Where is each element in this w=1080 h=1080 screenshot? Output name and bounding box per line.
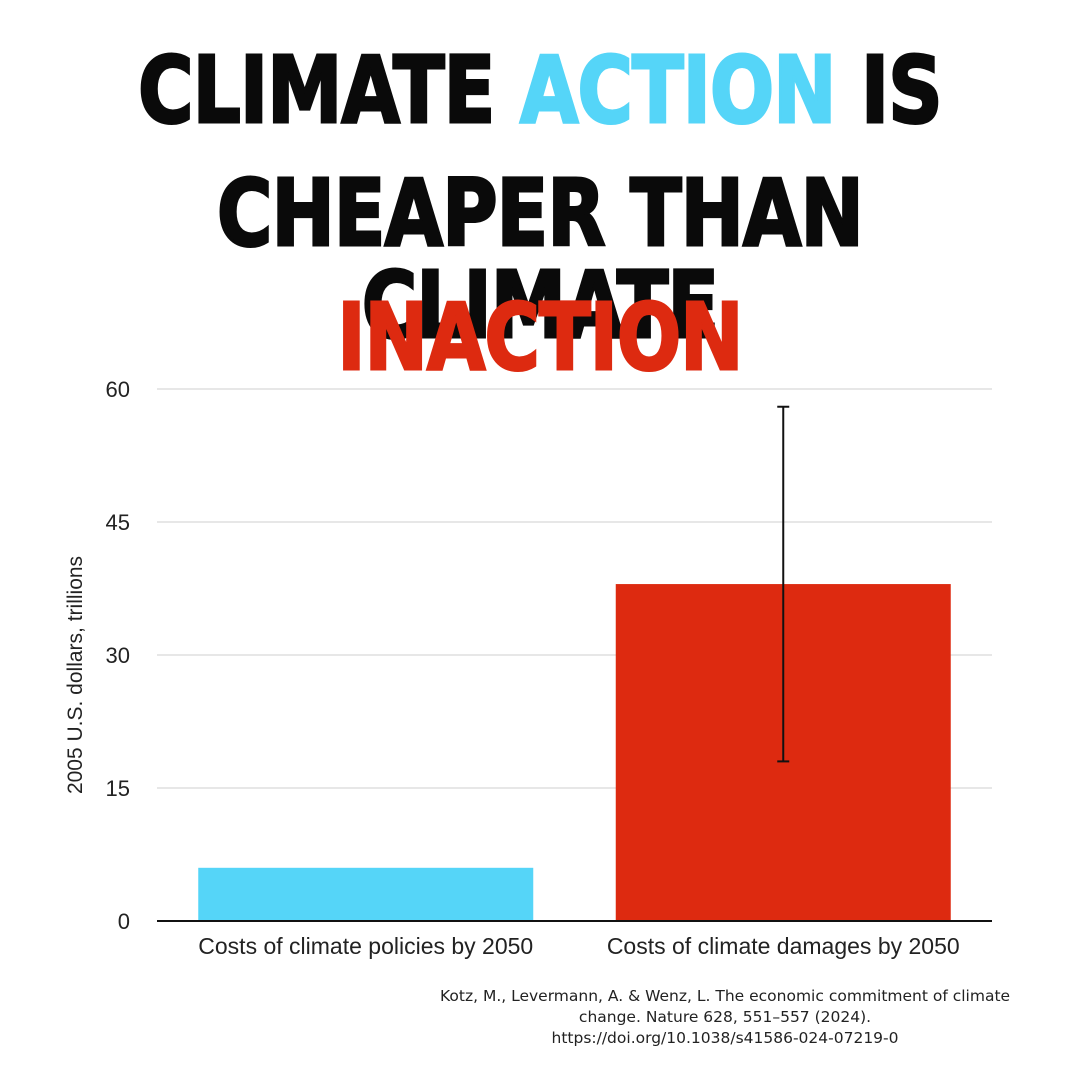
- headline-keyword-inaction: INACTION: [336, 284, 744, 391]
- y-tick-label: 0: [118, 909, 130, 934]
- category-label: Costs of climate damages by 2050: [607, 933, 960, 959]
- headline-line-2: CHEAPER THAN CLIMATE: [216, 160, 865, 359]
- y-tick-label: 60: [106, 377, 130, 402]
- headline-text-climate: CLIMATE: [137, 37, 520, 144]
- category-labels: Costs of climate policies by 2050 Costs o…: [198, 933, 959, 959]
- citation-line-2: change. Nature 628, 551–557 (2024).: [578, 1008, 872, 1026]
- category-label: Costs of climate policies by 2050: [198, 933, 533, 959]
- y-tick-label: 30: [106, 643, 130, 668]
- bars: [198, 584, 951, 921]
- headline-keyword-action: ACTION: [519, 37, 838, 144]
- citation: Kotz, M., Levermann, A. & Wenz, L. The e…: [440, 986, 1010, 1049]
- y-axis-label: 2005 U.S. dollars, trillions: [64, 556, 87, 794]
- headline-line-1: CLIMATE ACTION IS: [97, 43, 983, 138]
- y-tick-label: 15: [106, 776, 130, 801]
- citation-line-3: https://doi.org/10.1038/s41586-024-07219…: [551, 1029, 899, 1047]
- y-tick-label: 45: [106, 510, 130, 535]
- error-bars: [777, 405, 790, 763]
- headline-text-is: IS: [835, 37, 944, 144]
- citation-line-1: Kotz, M., Levermann, A. & Wenz, L. The e…: [440, 987, 1011, 1005]
- y-axis-ticks: 0 15 30 45 60: [106, 377, 130, 934]
- bar: [198, 867, 534, 921]
